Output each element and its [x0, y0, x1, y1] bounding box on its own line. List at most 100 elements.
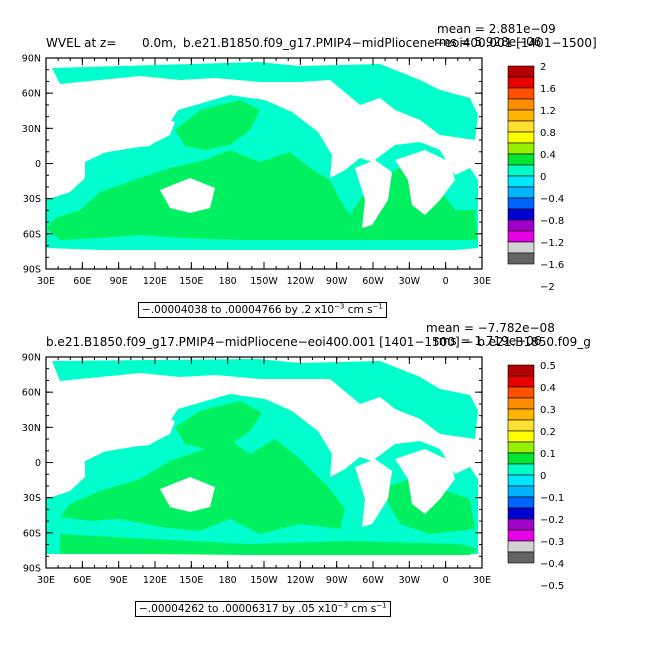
colorbar-swatch — [507, 252, 535, 265]
panel2-map: 90N 60N 30N 0 30S 60S 90S 30E 60E 90E 120E 150E 180… — [22, 353, 565, 593]
panel1-lon-labels: 30E 60E 90E 120E 150E 180 150W 120W 90W 60W 30W 0 30… — [37, 276, 491, 287]
lat-label: 0 — [35, 458, 41, 469]
colorbar-label: −0.1 — [540, 493, 564, 504]
panel1-title-depth: 0.0m, — [142, 36, 177, 50]
panel2-colorbar: 0.5 0.4 0.3 0.2 0.1 0 −0.1 −0.2 −0.3 −0.4 −0.5 — [507, 361, 564, 592]
colorbar-swatch — [507, 219, 535, 232]
colorbar-swatch — [507, 397, 535, 410]
colorbar-swatch — [507, 386, 535, 399]
colorbar-swatch — [507, 463, 535, 476]
panel1-range-box: −.00004038 to .00004766 by .2 x10−3 cm s… — [138, 302, 387, 318]
lon-label: 150W — [250, 276, 278, 287]
panel1-range-unit: cm s — [344, 304, 373, 316]
lon-label: 90W — [326, 276, 348, 287]
lon-label: 90W — [326, 575, 348, 586]
lon-label: 60W — [362, 575, 384, 586]
colorbar-swatch — [507, 474, 535, 487]
colorbar-label: 0.2 — [540, 427, 556, 438]
panel1-colorbar: 2 1.6 1.2 0.8 0.4 0 −0.4 −0.8 −1.2 −1.6 −2 — [507, 62, 564, 293]
lat-label: 90N — [22, 353, 41, 364]
colorbar-label: 1.2 — [540, 106, 556, 117]
panel2-lat-labels: 90N 60N 30N 0 30S 60S 90S — [22, 353, 41, 575]
colorbar-swatch — [507, 142, 535, 155]
lon-label: 120W — [287, 276, 315, 287]
colorbar-label: −0.3 — [540, 537, 564, 548]
lat-label: 60N — [22, 89, 41, 100]
colorbar-swatch — [507, 364, 535, 377]
lon-label: 150W — [250, 575, 278, 586]
panel2-range-unit: cm s — [348, 603, 377, 615]
lon-label: 120W — [287, 575, 315, 586]
colorbar-swatch — [507, 241, 535, 254]
colorbar-swatch — [507, 419, 535, 432]
panel1-title-variable: WVEL at z= — [46, 36, 117, 50]
colorbar-swatch — [507, 109, 535, 122]
lat-label: 90N — [22, 54, 41, 65]
lat-label: 30N — [22, 423, 41, 434]
colorbar-swatch — [507, 208, 535, 221]
colorbar-label: 0.3 — [540, 405, 556, 416]
panel1-range-unit-exponent: −1 — [372, 302, 383, 311]
colorbar-swatch — [507, 507, 535, 520]
lon-label: 90E — [110, 276, 128, 287]
panel2-title-case: b.e21.B1850.f09_g17.PMIP4−midPliocene−eo… — [46, 335, 591, 349]
colorbar-label: 0.4 — [540, 150, 556, 161]
colorbar-label: −0.2 — [540, 515, 564, 526]
colorbar-label: 0 — [540, 471, 546, 482]
colorbar-label: −1.2 — [540, 238, 564, 249]
panel2-range-unit-exponent: −1 — [376, 601, 387, 610]
colorbar-label: 2 — [540, 62, 546, 73]
colorbar-label: 1.6 — [540, 84, 556, 95]
lon-label: 60W — [362, 276, 384, 287]
lon-label: 30E — [473, 575, 491, 586]
panel1-title-case: b.e21.B1850.f09_g17.PMIP4−midPliocene−eo… — [183, 36, 597, 50]
colorbar-label: −0.4 — [540, 559, 564, 570]
colorbar-label: −0.8 — [540, 216, 564, 227]
lon-label: 30E — [473, 276, 491, 287]
lat-label: 90S — [23, 564, 41, 575]
colorbar-swatch — [507, 197, 535, 210]
panel1-map: 90N 60N 30N 0 30S 60S 90S 30E 60E 90E 120E 150E 180… — [22, 54, 565, 294]
colorbar-swatch — [507, 430, 535, 443]
colorbar-swatch — [507, 76, 535, 89]
colorbar-label: −2 — [540, 282, 555, 293]
colorbar-swatch — [507, 408, 535, 421]
lat-label: 30S — [23, 194, 41, 205]
colorbar-swatch — [507, 65, 535, 78]
colorbar-swatch — [507, 496, 535, 509]
colorbar-swatch — [507, 551, 535, 564]
panel1-continents — [46, 102, 482, 269]
colorbar-swatch — [507, 87, 535, 100]
colorbar-swatch — [507, 186, 535, 199]
lon-label: 60E — [73, 575, 91, 586]
lon-label: 60E — [73, 276, 91, 287]
lat-label: 60N — [22, 388, 41, 399]
panel2-mean: mean = −7.782e−08 — [426, 321, 555, 335]
panel1-mean: mean = 2.881e−09 — [437, 22, 556, 36]
panel1-rms: rms = 5.928e−06 — [434, 35, 542, 49]
panel1-range-exponent: −3 — [334, 302, 345, 311]
lon-label: 120E — [143, 575, 167, 586]
colorbar-swatch — [507, 175, 535, 188]
colorbar-label: 0.8 — [540, 128, 556, 139]
colorbar-swatch — [507, 98, 535, 111]
colorbar-label: 0 — [540, 172, 546, 183]
lon-label: 0 — [443, 575, 449, 586]
colorbar-swatch — [507, 540, 535, 553]
lat-label: 60S — [23, 528, 41, 539]
colorbar-label: −0.4 — [540, 194, 564, 205]
lon-label: 180 — [219, 575, 237, 586]
colorbar-swatch — [507, 441, 535, 454]
panel2-range-box: −.00004262 to .00006317 by .05 x10−3 cm … — [135, 601, 391, 617]
lon-label: 180 — [219, 276, 237, 287]
lon-label: 30E — [37, 276, 55, 287]
panel2-range-text: −.00004262 to .00006317 by .05 x10 — [139, 603, 338, 615]
colorbar-label: −0.5 — [540, 581, 564, 592]
lon-label: 150E — [179, 575, 203, 586]
colorbar-swatch — [507, 375, 535, 388]
colorbar-swatch — [507, 485, 535, 498]
lon-label: 30E — [37, 575, 55, 586]
lon-label: 120E — [143, 276, 167, 287]
colorbar-swatch — [507, 230, 535, 243]
lon-label: 0 — [443, 276, 449, 287]
